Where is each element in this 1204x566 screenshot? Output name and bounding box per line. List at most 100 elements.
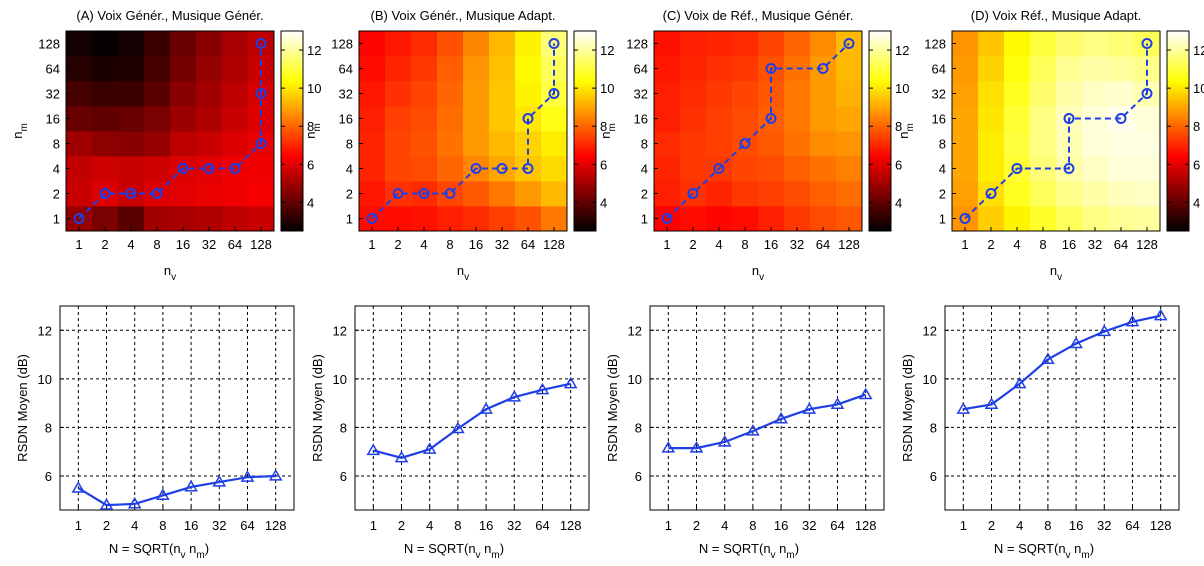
line-xtick-label: 8 <box>159 518 166 533</box>
heatmap-cell <box>92 81 119 107</box>
heatmap-cell <box>515 31 542 57</box>
heatmap-ytick-label: 4 <box>53 162 60 177</box>
heatmap-cell <box>489 131 516 157</box>
heatmap-ytick-label: 4 <box>939 162 946 177</box>
heatmap-cell <box>196 106 223 132</box>
heatmap-cell <box>1108 81 1135 107</box>
heatmap-cell <box>385 156 412 182</box>
optimal-path-marker <box>1011 163 1023 174</box>
colorbar-tick-label: 4 <box>1193 195 1200 210</box>
heatmap-cell <box>810 56 837 82</box>
triangle-marker <box>394 450 409 463</box>
heatmap-cell <box>1030 156 1057 182</box>
heatmap-cell <box>1108 156 1135 182</box>
line-xlabel-prefix: N = SQRT(n <box>699 541 771 556</box>
triangle-marker <box>212 475 227 487</box>
heatmap-cell <box>1082 181 1109 207</box>
heatmap-cell <box>437 31 464 57</box>
heatmap-ytick-label: 1 <box>53 212 60 227</box>
heatmap-cell <box>144 106 171 132</box>
optimal-path-marker <box>418 188 430 199</box>
heatmap-frame <box>358 30 568 232</box>
heatmap-ytick-label: 4 <box>346 162 353 177</box>
triangle-marker <box>689 441 704 453</box>
heatmap-cell <box>1082 56 1109 82</box>
triangle-marker <box>99 498 114 510</box>
heatmap-cell <box>1082 156 1109 182</box>
triangle-marker <box>563 376 578 389</box>
heatmap-cell <box>758 31 785 57</box>
heatmap-ytick-label: 32 <box>634 87 648 102</box>
xlabel-sub: v <box>171 272 176 283</box>
plot-frame <box>944 305 1180 511</box>
heatmap-cell <box>437 81 464 107</box>
heatmap-cell <box>144 31 171 57</box>
heatmap-cell <box>118 106 145 132</box>
heatmap-xtick-label: 2 <box>987 237 994 252</box>
heatmap-panel-B: (B) Voix Génér., Musique Adapt.112244881… <box>303 8 614 283</box>
optimal-path-marker <box>366 213 378 224</box>
heatmap-ylabel: nm <box>303 123 323 139</box>
line-ytick-label: 6 <box>45 469 52 484</box>
xlabel-main: n <box>457 263 464 278</box>
heatmap-xtick-label: 2 <box>689 237 696 252</box>
triangle-marker <box>1041 352 1055 365</box>
heatmap-xtick-label: 64 <box>1114 237 1128 252</box>
line-xlabel-suffix: ) <box>205 541 209 556</box>
colorbar-tick-label: 6 <box>895 157 902 172</box>
triangle-marker <box>422 442 437 454</box>
line-ytick-label: 10 <box>628 372 642 387</box>
colorbar-tick-label: 8 <box>895 119 902 134</box>
heatmap-cell <box>1056 181 1083 207</box>
colorbar <box>868 30 892 232</box>
line-xtick-label: 1 <box>75 518 82 533</box>
heatmap-cell <box>411 31 438 57</box>
line-xlabel-middle: n <box>481 541 492 556</box>
heatmap-cell <box>385 31 412 57</box>
heatmap-cell <box>952 31 979 57</box>
heatmap-xtick-label: 1 <box>75 237 82 252</box>
heatmap-cell <box>732 106 759 132</box>
heatmap-frame <box>951 30 1161 232</box>
heatmap-cell <box>463 81 490 107</box>
heatmap-cell <box>706 31 733 57</box>
line-ytick-label: 12 <box>923 323 937 338</box>
line-xlabel-sub-m: m <box>491 550 499 561</box>
optimal-path-marker <box>548 88 560 99</box>
heatmap-cell <box>66 56 93 82</box>
line-xtick-label: 1 <box>370 518 377 533</box>
heatmap-ylabel: nm <box>896 123 916 139</box>
heatmap-cell <box>654 106 681 132</box>
heatmap-xtick-label: 16 <box>1062 237 1076 252</box>
heatmap-cell <box>1030 81 1057 107</box>
line-xtick-label: 4 <box>721 518 728 533</box>
heatmap-cell <box>836 106 863 132</box>
triangle-marker <box>184 479 198 492</box>
heatmap-cell <box>978 56 1005 82</box>
heatmap-cell <box>248 156 275 182</box>
heatmap-cell <box>758 131 785 157</box>
heatmap-cell <box>359 81 386 107</box>
heatmap-cell <box>654 81 681 107</box>
triangle-marker <box>127 496 142 509</box>
ylabel-sub: m <box>19 123 30 131</box>
line-xtick-label: 16 <box>184 518 198 533</box>
plot-frame <box>354 305 590 511</box>
line-xtick-label: 2 <box>398 518 405 533</box>
heatmap-cell <box>836 81 863 107</box>
heatmap-cell <box>489 31 516 57</box>
heatmap-cell <box>144 56 171 82</box>
heatmap-ytick-label: 32 <box>932 87 946 102</box>
heatmap-cell <box>66 131 93 157</box>
heatmap-cell <box>680 131 707 157</box>
colorbar-tick-label: 4 <box>307 195 314 210</box>
ylabel-main: n <box>896 132 911 139</box>
colorbar <box>573 30 597 232</box>
triangle-marker <box>156 488 170 501</box>
heatmap-cell <box>170 106 197 132</box>
heatmap-cell <box>732 156 759 182</box>
heatmap-xtick-label: 128 <box>1136 237 1158 252</box>
optimal-path-marker <box>255 88 267 99</box>
